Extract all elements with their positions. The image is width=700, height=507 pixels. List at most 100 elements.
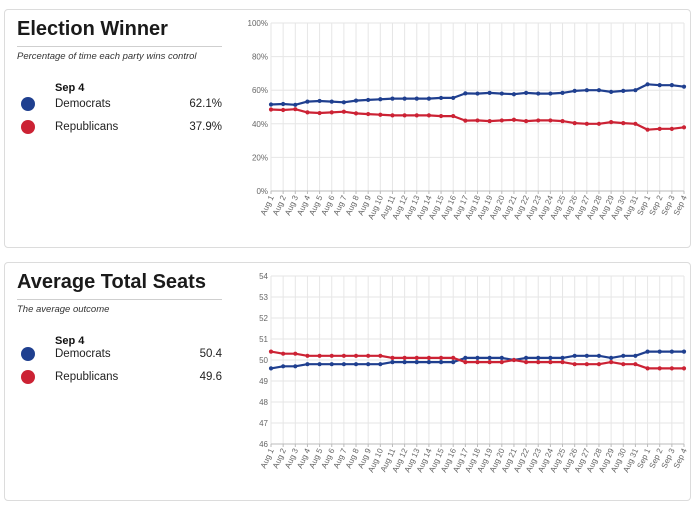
democrats-point [560,355,565,360]
election-winner-panel: Election Winner Percentage of time each … [4,9,691,248]
republicans-point [353,111,359,116]
democrats-point [390,360,395,365]
republicans-point [402,355,407,360]
republicans-dot-icon [21,370,35,384]
democrats-point [596,88,602,93]
democrats-point [523,355,529,360]
republicans-point [669,366,674,371]
democrats-point [475,355,480,360]
republicans-point [596,121,602,126]
republicans-point [293,351,298,356]
democrats-point [305,99,310,104]
republicans-point [633,121,638,126]
democrats-point [487,90,492,95]
y-tick-label: 80% [252,53,268,62]
republicans-point [621,362,626,367]
democrats-point [414,96,419,101]
democrats-dot-icon [21,97,35,111]
legend-name: Republicans [55,121,119,133]
legend-value: 37.9% [189,121,222,133]
republicans-point [463,360,468,365]
democrats-point [390,96,395,101]
legend-name: Democrats [55,348,111,360]
republicans-point [657,126,662,131]
republicans-point [463,118,468,123]
republicans-point [390,113,395,118]
legend-name: Republicans [55,371,119,383]
republicans-point [281,351,286,356]
y-tick-label: 50 [259,356,268,365]
democrats-point [451,360,456,365]
panel-subtitle: Percentage of time each party wins contr… [17,51,197,62]
democrats-point [414,360,419,365]
republicans-point [475,360,480,365]
democrats-point [305,362,310,367]
democrats-point [487,355,492,360]
democrats-point [572,353,577,358]
democrats-point [633,353,638,358]
democrats-point [378,362,383,367]
democrats-point [499,91,504,96]
republicans-point [366,353,371,358]
democrats-point [402,360,407,365]
democrats-point [657,349,662,354]
democrats-point [584,88,589,93]
democrats-point [669,83,674,88]
republicans-point [669,126,674,131]
democrats-point [681,84,687,89]
democrats-point [341,100,346,105]
y-tick-label: 47 [259,419,268,428]
republicans-point [366,111,371,117]
republicans-point [511,117,517,122]
democrats-point [402,96,407,101]
legend-row-democrats: Democrats 62.1% [17,97,222,113]
republicans-point [523,360,529,365]
legend-row-democrats: Democrats 50.4 [17,347,222,363]
democrats-point [548,355,553,360]
y-tick-label: 54 [259,272,268,281]
republicans-point [584,362,589,367]
republicans-point [548,118,553,123]
legend-value: 62.1% [189,98,222,110]
y-tick-label: 60% [252,86,268,95]
title-divider [17,299,222,300]
democrats-point [609,355,614,360]
republicans-point [645,366,650,371]
republicans-point [536,360,541,365]
democrats-point [657,83,662,88]
republicans-point [645,127,650,132]
y-tick-label: 46 [259,440,268,449]
republicans-point [572,362,577,367]
democrats-point [645,349,650,354]
democrats-point [353,362,359,367]
republicans-point [609,120,614,125]
panel-title: Average Total Seats [17,271,206,293]
y-tick-label: 100% [248,19,268,28]
y-tick-label: 20% [252,153,268,162]
democrats-point [281,364,286,369]
republicans-point [268,107,274,112]
y-tick-label: 48 [259,398,268,407]
average-seats-info: Average Total Seats The average outcome … [5,263,235,500]
legend-value: 50.4 [199,348,222,360]
republicans-point [414,355,419,360]
legend-row-republicans: Republicans 37.9% [17,120,222,136]
democrats-point [293,102,298,107]
democrats-point [523,90,529,95]
democrats-point [451,95,456,101]
election-winner-info: Election Winner Percentage of time each … [5,10,235,247]
democrats-point [281,101,286,107]
democrats-point [536,355,541,360]
legend-date: Sep 4 [55,335,85,347]
democrats-point [511,92,517,97]
republicans-point [341,109,346,114]
legend-row-republicans: Republicans 49.6 [17,370,222,386]
democrats-point [536,91,541,96]
democrats-point [341,362,346,367]
republicans-point [487,360,492,365]
democrats-point [329,99,334,104]
republicans-point [378,112,383,117]
republicans-point [329,110,334,115]
democrats-point [438,95,444,101]
democrats-point [366,97,371,103]
